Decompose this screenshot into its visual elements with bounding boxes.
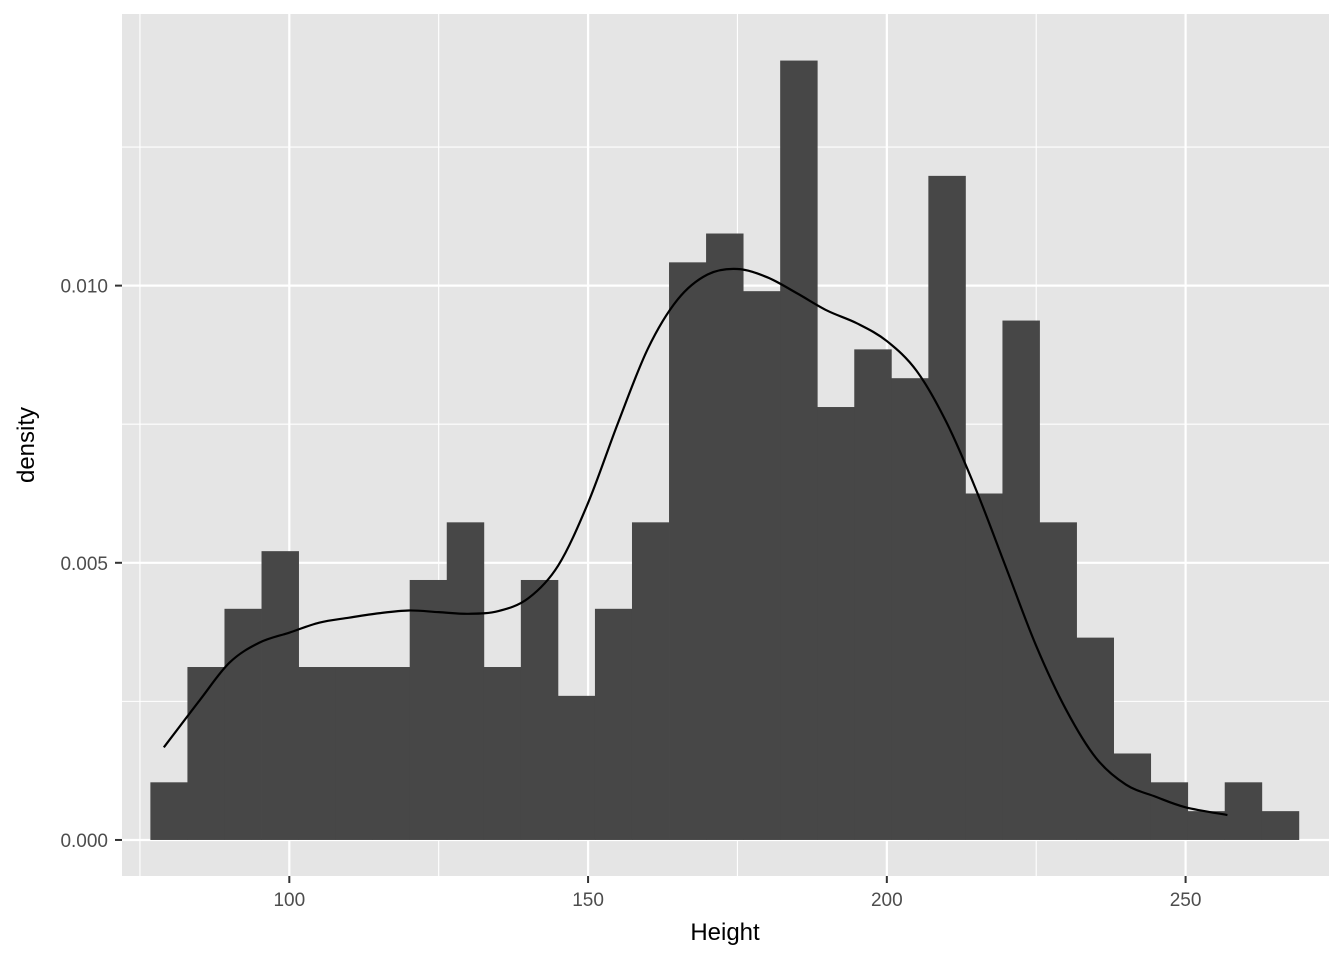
- x-axis: 100 150 200 250: [273, 876, 1201, 911]
- histogram-bar: [743, 291, 781, 840]
- histogram-bar: [1261, 811, 1300, 840]
- histogram-bar: [631, 522, 670, 840]
- histogram-bar: [928, 175, 966, 840]
- histogram-bar: [706, 233, 744, 840]
- histogram-bar: [298, 667, 337, 840]
- histogram-bar: [335, 667, 374, 840]
- histogram-bar: [224, 608, 262, 840]
- density-curve: [162, 267, 1228, 817]
- histogram-bar: [261, 551, 299, 840]
- histogram-bar: [854, 349, 892, 840]
- histogram-bar: [520, 579, 559, 840]
- histogram-bar: [1113, 753, 1152, 840]
- x-tick-label: 250: [1170, 890, 1202, 911]
- histogram-bar: [409, 579, 448, 840]
- histogram-bar: [1002, 320, 1040, 840]
- histogram-bar: [557, 695, 596, 840]
- histogram-bar: [891, 378, 929, 840]
- x-tick-label: 200: [871, 890, 903, 911]
- histogram-bar: [1187, 811, 1226, 840]
- histogram-bars: [150, 60, 1300, 840]
- histogram-bar: [965, 493, 1003, 840]
- histogram-bar: [1224, 782, 1263, 840]
- histogram-bar: [669, 262, 707, 840]
- y-tick-label: 0.000: [60, 831, 108, 852]
- y-axis: 0.000 0.005 0.010: [60, 277, 122, 852]
- histogram-bar: [1150, 782, 1189, 840]
- x-axis-title: Height: [690, 919, 760, 946]
- histogram-bar: [187, 667, 225, 840]
- y-axis-title: density: [13, 407, 40, 483]
- histogram-bar: [372, 667, 411, 840]
- x-tick-label: 100: [273, 890, 305, 911]
- histogram-bar: [817, 407, 855, 840]
- y-tick-label: 0.005: [60, 554, 108, 575]
- histogram-bar: [1039, 522, 1077, 840]
- histogram-bar: [150, 782, 188, 840]
- x-tick-label: 150: [572, 890, 604, 911]
- histogram-bar: [780, 60, 818, 840]
- y-tick-label: 0.010: [60, 277, 108, 298]
- histogram-bar: [446, 522, 485, 840]
- histogram-bar: [483, 667, 522, 840]
- histogram-bar: [594, 608, 633, 840]
